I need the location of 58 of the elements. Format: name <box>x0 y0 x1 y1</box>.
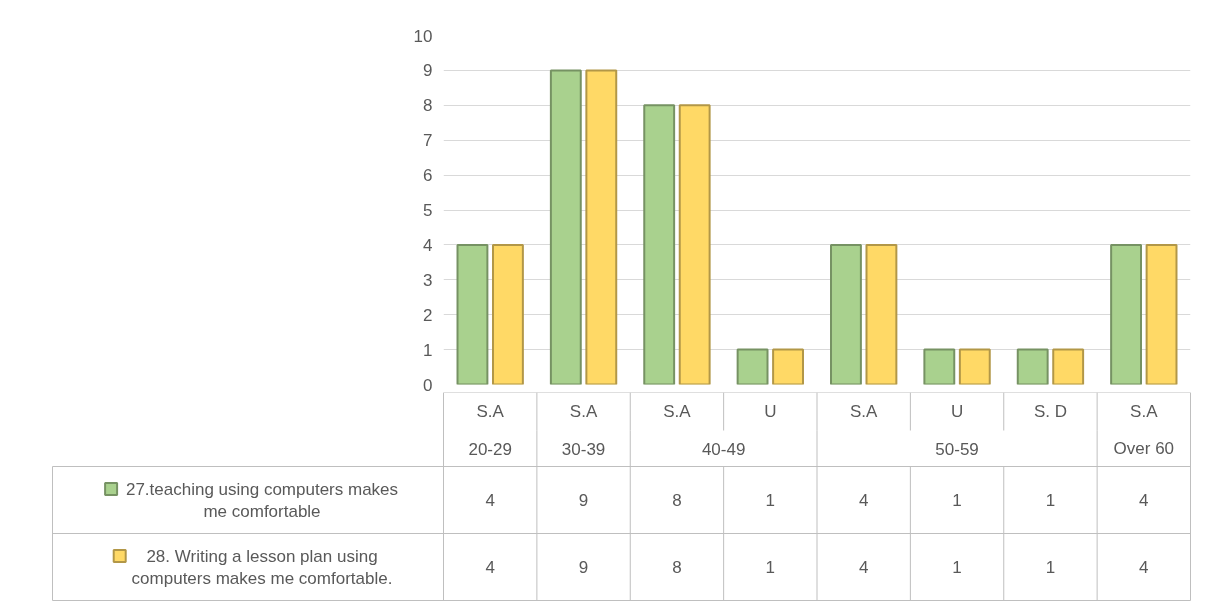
data-label: 1 <box>1045 558 1056 577</box>
y-tick-label: 0 <box>423 375 433 395</box>
bar <box>958 348 991 385</box>
bar <box>772 348 804 385</box>
y-tick-label: 4 <box>423 235 433 255</box>
data-label: 8 <box>672 558 682 577</box>
data-label: 9 <box>578 491 589 510</box>
bar <box>736 348 769 385</box>
text: Over 60 <box>1113 439 1175 458</box>
y-tick-label: 10 <box>413 26 433 46</box>
data-label: 1 <box>952 558 962 577</box>
data-label: 9 <box>578 558 589 577</box>
y-tick-label: 5 <box>423 201 433 220</box>
text: 50-59 <box>935 439 979 459</box>
bar <box>830 243 862 385</box>
bar <box>456 243 489 385</box>
bar <box>923 348 956 385</box>
bar <box>1016 348 1049 385</box>
data-label: 1 <box>952 491 962 510</box>
data-label: 4 <box>1139 558 1149 577</box>
legend-label: 28. Writing a lesson plan using computers makes me comfortable. <box>131 546 393 588</box>
x-tick-label: S.A <box>476 402 505 421</box>
x-tick-label: S. D <box>1033 402 1067 421</box>
x-tick-label: U <box>764 402 777 421</box>
y-tick-label: 9 <box>423 61 433 81</box>
bar <box>1110 243 1143 385</box>
data-label: 8 <box>672 491 682 510</box>
data-label: 1 <box>765 558 776 577</box>
data-label: 1 <box>765 491 776 510</box>
data-label: 4 <box>1139 491 1149 510</box>
text: 20-29 <box>468 439 512 459</box>
x-tick-label: S.A <box>849 402 879 421</box>
legend-label: 27.teaching using computers makes me comfortable <box>125 479 399 521</box>
bar <box>585 69 618 385</box>
y-tick-label: 2 <box>423 305 433 325</box>
y-tick-label: 7 <box>423 131 433 151</box>
data-label: 4 <box>485 558 495 577</box>
bar <box>865 243 898 385</box>
bar <box>491 243 524 385</box>
x-tick-label: S.A <box>569 402 598 421</box>
data-label: 1 <box>1045 491 1056 510</box>
bar <box>1052 348 1085 385</box>
data-label: 4 <box>485 491 495 510</box>
y-tick-label: 8 <box>423 96 433 116</box>
x-tick-label: U <box>950 402 964 421</box>
data-label: 4 <box>858 558 869 577</box>
bar <box>678 104 711 385</box>
bar <box>549 69 582 385</box>
x-tick-label: S.A <box>663 402 692 421</box>
bar <box>1145 243 1178 385</box>
y-tick-label: 1 <box>423 340 433 360</box>
x-tick-label: S.A <box>1130 402 1159 421</box>
data-label: 4 <box>858 491 869 510</box>
text: 30-39 <box>561 439 606 459</box>
text: 40-49 <box>701 439 746 459</box>
y-tick-label: 3 <box>423 270 433 290</box>
y-tick-label: 6 <box>423 166 433 186</box>
bar <box>643 104 676 385</box>
